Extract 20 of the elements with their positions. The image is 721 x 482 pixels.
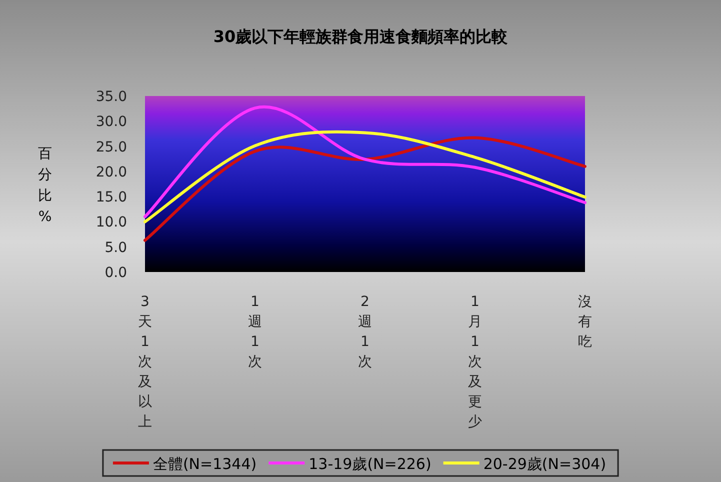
y-tick-label: 0.0 <box>104 265 127 281</box>
y-tick-label: 25.0 <box>96 139 127 156</box>
x-tick-label: 1月1次及更少 <box>468 294 482 430</box>
y-tick-label: 35.0 <box>96 89 127 105</box>
legend-label: 13-19歲(N=226) <box>308 455 432 473</box>
legend-label: 20-29歲(N=304) <box>483 455 606 473</box>
x-tick-label: 3天1次及以上 <box>138 294 152 430</box>
x-tick-label: 沒有吃 <box>578 294 592 350</box>
y-tick-label: 15.0 <box>96 190 127 206</box>
y-tick-label: 20.0 <box>96 164 127 180</box>
legend-label: 全體(N=1344) <box>152 455 257 473</box>
y-axis-title: 百分比% <box>38 146 52 225</box>
x-tick-label: 1週1次 <box>248 294 262 370</box>
line-series <box>144 130 586 224</box>
line-series <box>144 136 586 242</box>
y-tick-label: 30.0 <box>96 114 127 130</box>
chart-title: 30歲以下年輕族群食用速食麵頻率的比較 <box>213 27 509 46</box>
y-tick-label: 5.0 <box>104 240 127 256</box>
x-tick-label: 2週1次 <box>358 294 372 370</box>
y-tick-label: 10.0 <box>96 214 127 231</box>
